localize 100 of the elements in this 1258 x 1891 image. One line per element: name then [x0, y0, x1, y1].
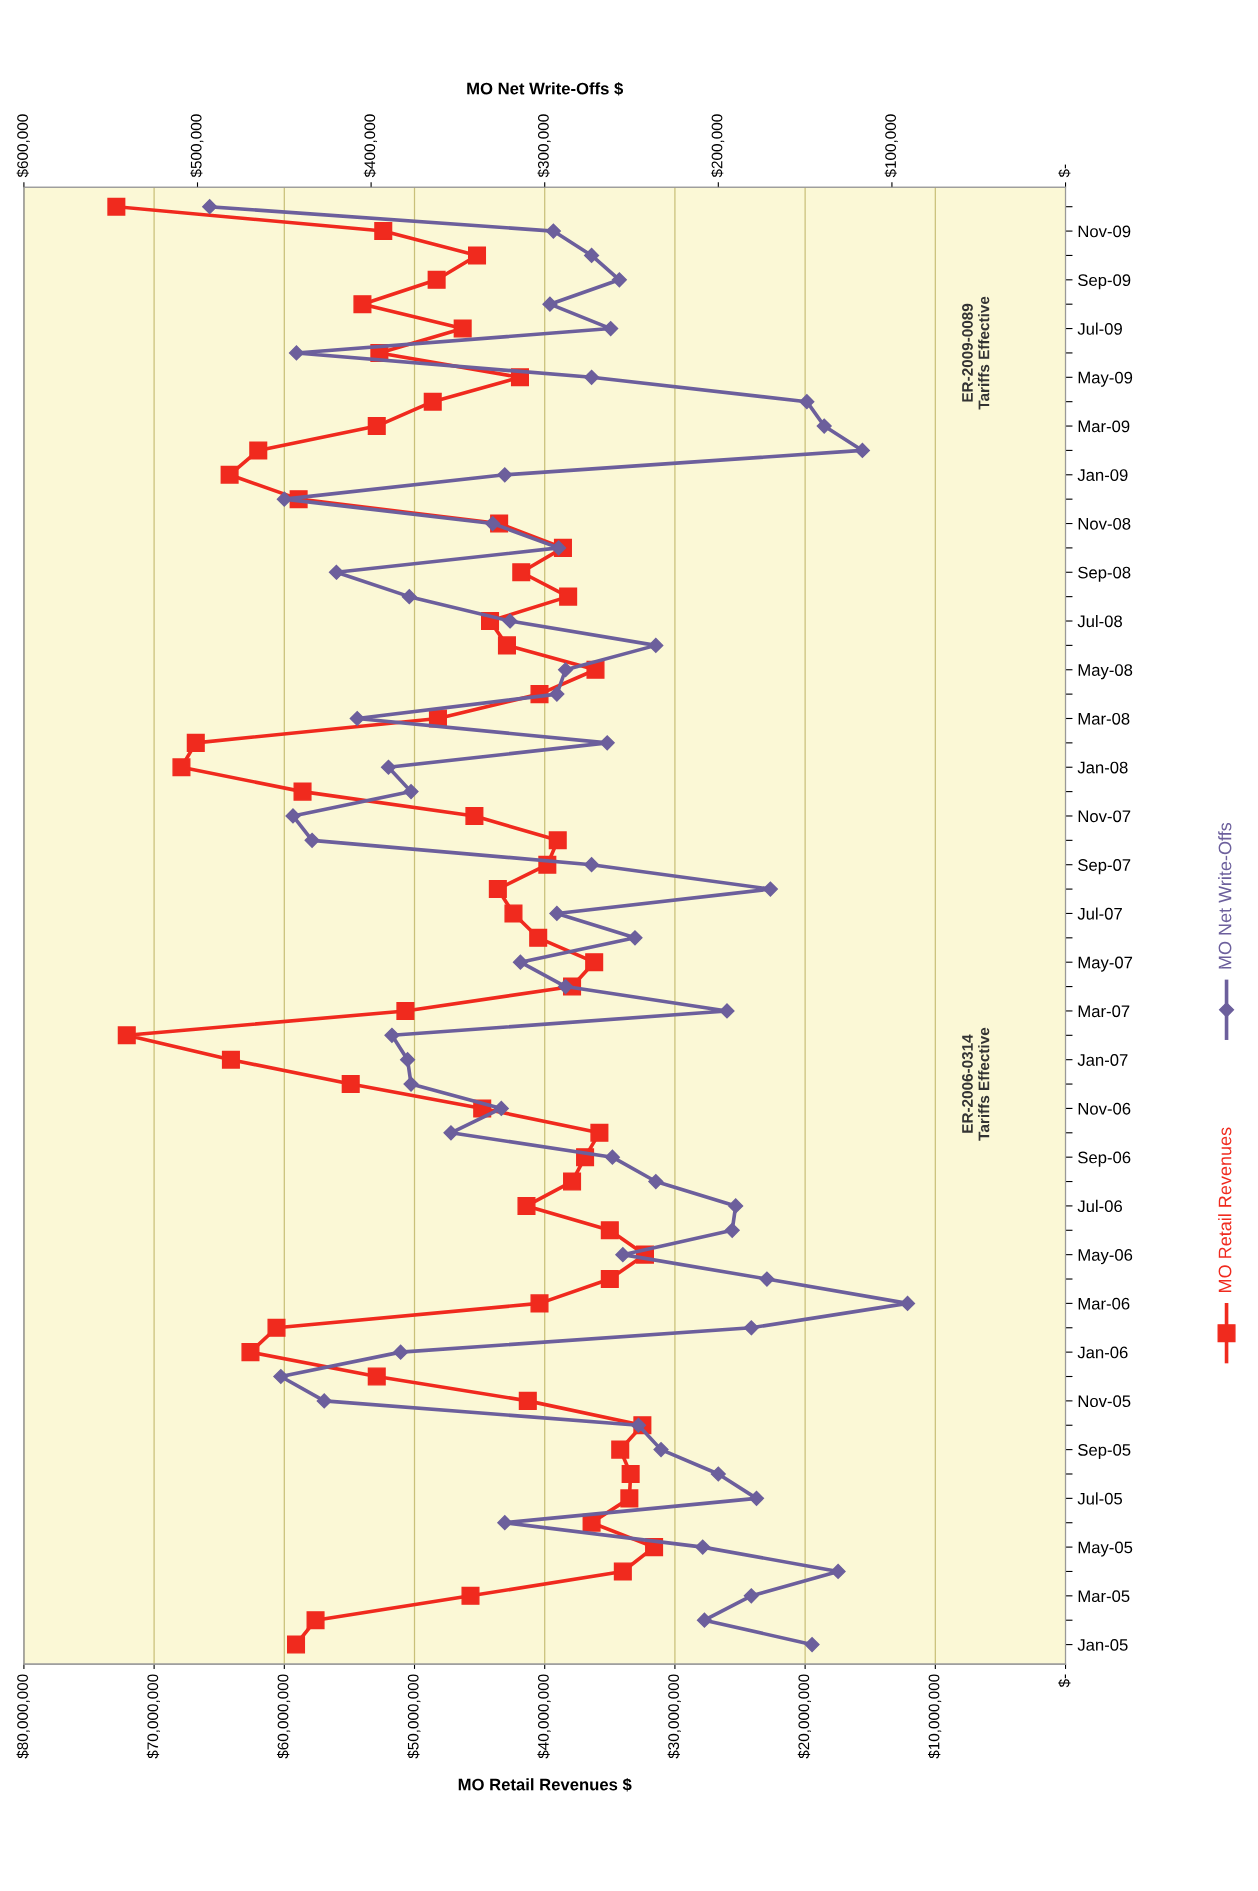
y-tick-label: Nov-08 [1078, 517, 1131, 530]
point [107, 197, 126, 216]
point [423, 392, 442, 411]
y-tick-label: Jul-09 [1077, 322, 1122, 335]
point [854, 442, 870, 458]
y-tick-label: May-05 [1078, 1541, 1133, 1557]
point [584, 247, 600, 264]
point [799, 394, 815, 410]
y-tick-label: Nov-05 [1078, 1395, 1131, 1408]
point [599, 735, 615, 751]
y-tick-label: Sep-09 [1078, 274, 1131, 290]
point [549, 686, 565, 702]
point [202, 199, 218, 215]
y-tick-label: Mar-05 [1078, 1590, 1130, 1603]
point [696, 1612, 712, 1628]
y-tick-label: Jul-08 [1077, 614, 1122, 628]
point [504, 904, 523, 923]
y-tick-label: Jul-07 [1077, 907, 1122, 920]
point [648, 1173, 664, 1190]
point [427, 270, 446, 289]
point [557, 979, 574, 995]
point [630, 1417, 647, 1433]
text: MO Net Write-Offs [1218, 822, 1232, 969]
point [497, 467, 513, 483]
point [488, 880, 507, 899]
point [380, 759, 397, 775]
x2-tick-label: $300,000 [537, 114, 551, 178]
point [374, 222, 393, 241]
point [267, 1318, 286, 1337]
point [401, 589, 417, 605]
y-tick-label: Jul-06 [1077, 1199, 1122, 1213]
point [600, 1221, 619, 1240]
x-tick-label: $80,000,000 [16, 1674, 30, 1759]
y-tick-label: Nov-06 [1078, 1102, 1131, 1115]
point [384, 1027, 400, 1043]
point [557, 662, 574, 678]
point [724, 1222, 740, 1238]
point [276, 491, 292, 507]
point [604, 1149, 620, 1165]
x-tick-label: $- [1058, 1674, 1071, 1688]
point [304, 832, 320, 848]
point [695, 1539, 711, 1555]
text: MO Retail Revenues [1218, 1127, 1232, 1292]
point [396, 1001, 415, 1020]
point [465, 806, 484, 826]
point [288, 345, 305, 361]
point [518, 1391, 537, 1410]
point [585, 953, 604, 972]
point [497, 1515, 513, 1531]
point [551, 540, 567, 556]
point [653, 1442, 669, 1458]
x-tick-label: $50,000,000 [407, 1674, 421, 1759]
point [648, 637, 664, 653]
point [512, 954, 528, 970]
point [816, 418, 832, 434]
point [493, 1100, 509, 1116]
y-tick-label: May-09 [1078, 371, 1133, 387]
point [241, 1343, 260, 1362]
y-tick-label: May-07 [1078, 956, 1133, 972]
point [443, 1125, 459, 1141]
point [403, 1076, 419, 1092]
point [353, 295, 372, 314]
y-tick-label: May-08 [1078, 664, 1133, 680]
x2-axis-title: MO Net Write-Offs $ [467, 81, 624, 96]
point [367, 417, 386, 436]
y-tick-label: Jan-05 [1077, 1638, 1128, 1651]
y-tick-label: Sep-08 [1078, 566, 1131, 582]
x-tick-label: $70,000,000 [146, 1674, 161, 1759]
point [620, 1489, 639, 1508]
y-tick-label: Jan-07 [1077, 1054, 1128, 1066]
point [590, 1123, 609, 1142]
annotation: ER-2009-0089 Tariffs Effective [962, 296, 990, 410]
point [759, 1271, 775, 1287]
x2-tick-label: $400,000 [363, 114, 378, 178]
y-tick-label: Jan-06 [1077, 1346, 1128, 1359]
x2-tick-label: $- [1058, 164, 1071, 178]
point [293, 782, 312, 801]
point [286, 1635, 306, 1654]
y-tick-label: Mar-09 [1078, 420, 1130, 433]
y-tick-label: Jan-08 [1077, 761, 1128, 774]
point [542, 296, 558, 312]
point [548, 831, 567, 850]
point [529, 928, 548, 947]
x2-tick-label: $500,000 [190, 114, 204, 178]
point [621, 1464, 640, 1484]
y-tick-label: Mar-07 [1078, 1005, 1130, 1018]
point [349, 710, 365, 727]
point [467, 246, 487, 265]
point [611, 272, 627, 288]
point [748, 1490, 765, 1506]
point [273, 1368, 289, 1385]
point [710, 1466, 726, 1482]
point [584, 369, 600, 385]
point [221, 1050, 240, 1069]
x-tick-label: $60,000,000 [276, 1674, 291, 1759]
point [117, 1026, 136, 1045]
y-tick-label: Mar-08 [1078, 712, 1130, 725]
point [316, 1393, 332, 1409]
y-tick-label: May-06 [1078, 1249, 1133, 1265]
point [603, 320, 619, 337]
